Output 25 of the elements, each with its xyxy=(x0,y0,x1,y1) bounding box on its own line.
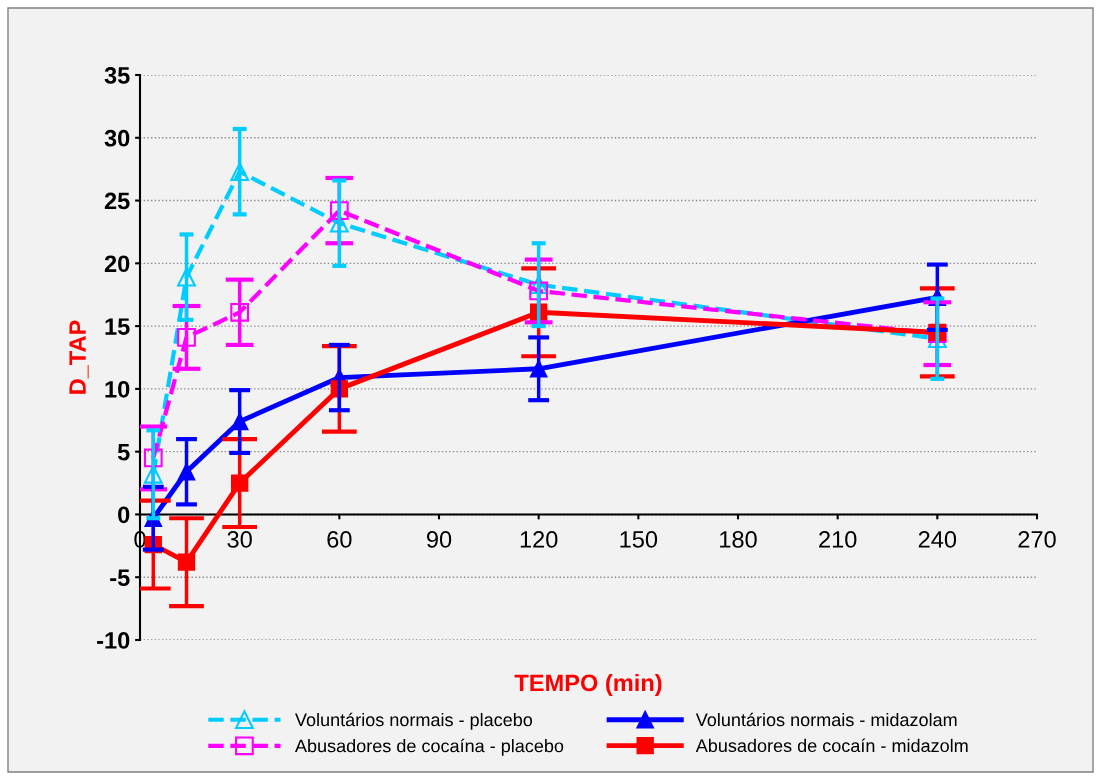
legend-label: Abusadores de cocaína - placebo xyxy=(294,738,564,756)
x-tick-label: 60 xyxy=(327,531,352,548)
x-tick-label: 150 xyxy=(620,531,658,548)
x-tick-label: 210 xyxy=(819,531,857,548)
x-tick-label: 120 xyxy=(520,531,558,548)
y-tick-label: 35 xyxy=(104,67,130,84)
x-tick-label: 180 xyxy=(720,531,757,548)
x-tick-label: 30 xyxy=(227,531,252,548)
legend-label: Voluntários normais - placebo xyxy=(295,712,533,730)
legend-label: Voluntários normais - midazolam xyxy=(695,712,957,727)
y-tick-label: 10 xyxy=(105,380,130,398)
y-tick-label: 5 xyxy=(117,443,130,461)
y-tick-label: 25 xyxy=(104,192,130,210)
y-tick-label: 20 xyxy=(104,255,130,273)
y-tick-label: 30 xyxy=(104,129,130,147)
legend-label: Abusadores de cocaín - midazolm xyxy=(695,738,968,753)
y-tick-label: -10 xyxy=(97,632,130,649)
y-tick-label: -5 xyxy=(110,569,130,587)
x-tick-label: 90 xyxy=(426,531,452,548)
x-tick-label: 240 xyxy=(918,531,957,548)
x-axis-title: TEMPO (min) xyxy=(514,673,662,696)
x-tick-label: 270 xyxy=(1018,531,1056,548)
y-tick-label: 15 xyxy=(105,318,130,335)
y-tick-label: 0 xyxy=(118,506,130,524)
y-axis-title: D_TAP xyxy=(69,320,89,394)
